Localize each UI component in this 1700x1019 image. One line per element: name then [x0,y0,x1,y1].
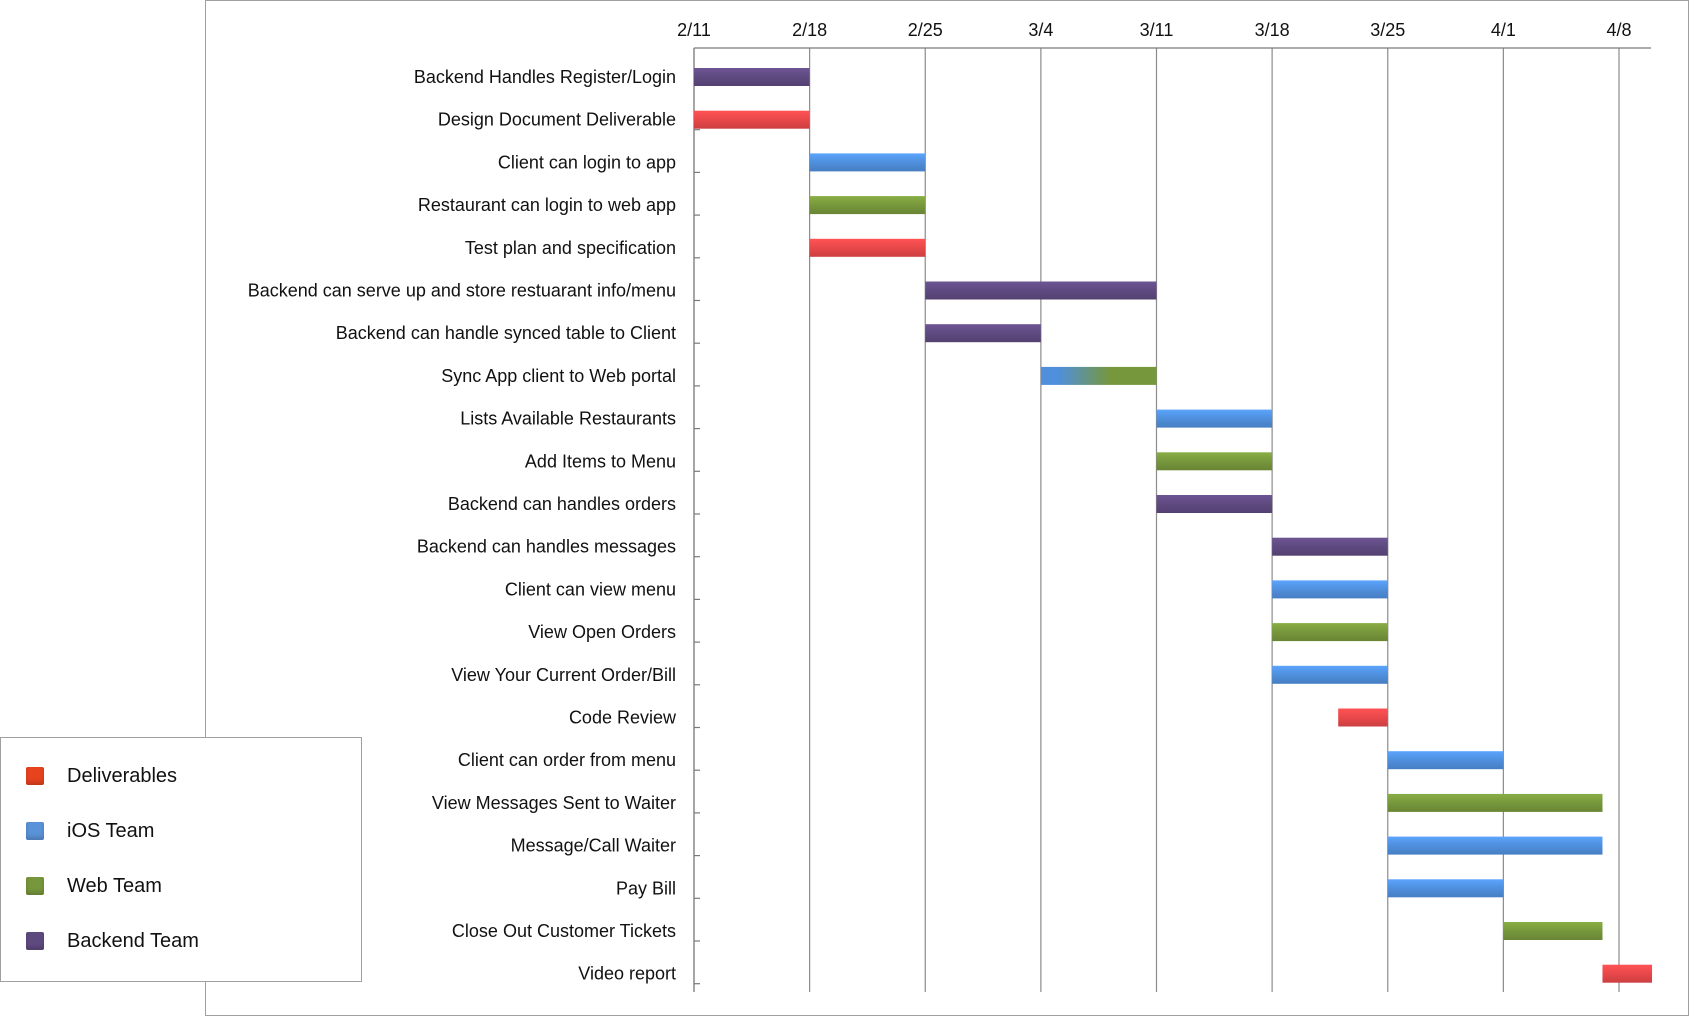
x-tick-label-2-11: 2/11 [677,20,711,40]
task-label-backend-can-handles-messages: Backend can handles messages [417,537,676,557]
legend-item-backend-team: Backend Team [26,926,199,956]
label-layer: Backend Handles Register/Login Design Doc… [248,67,677,984]
gantt-bar-code-review [1338,708,1388,727]
gantt-bar-design-document-deliverable [694,110,810,129]
gantt-bar-sync-app-client-to-web-portal [1040,366,1157,385]
legend-swatch-deliverables [26,767,44,785]
x-tick-label-2-18: 2/18 [792,20,827,40]
task-label-restaurant-can-login-to-web-app: Restaurant can login to web app [418,195,676,215]
legend-item-web-team: Web Team [26,871,162,901]
gantt-bar-restaurant-can-login-to-web-app [809,196,926,215]
task-label-backend-can-handles-orders: Backend can handles orders [448,494,676,514]
x-tick-label-3-11: 3/11 [1140,20,1174,40]
legend-swatch-backend-team [26,932,44,950]
gantt-bar-message-call-waiter [1387,836,1603,855]
axis-layer: 2/11 2/18 2/25 3/4 3/11 3/18 3/25 4/1 4/8 [677,20,1651,992]
gantt-bar-backend-can-serve-up-and-store-restuarant-info-menu [925,281,1157,300]
legend-item-ios-team: iOS Team [26,816,154,846]
legend-label-deliverables: Deliverables [67,764,178,787]
gantt-bar-view-your-current-order-bill [1272,665,1388,684]
task-label-client-can-view-menu: Client can view menu [505,579,676,599]
gantt-bar-lists-available-restaurants [1156,409,1273,428]
legend-label-backend-team: Backend Team [67,929,199,952]
task-label-backend-can-handle-synced-table-to-client: Backend can handle synced table to Clien… [336,323,676,343]
legend-swatch-web-team [26,877,44,895]
gantt-bar-view-messages-sent-to-waiter [1387,793,1603,812]
task-label-design-document-deliverable: Design Document Deliverable [438,110,676,130]
gantt-bar-close-out-customer-tickets [1503,922,1603,940]
gantt-bar-test-plan-and-specification [809,238,926,257]
task-label-code-review: Code Review [569,708,677,728]
task-label-pay-bill: Pay Bill [616,878,676,898]
legend-swatch-ios-team [26,822,44,840]
x-tick-label-4-1: 4/1 [1491,20,1516,40]
bar-layer [694,68,1653,983]
task-label-view-open-orders: View Open Orders [528,622,676,642]
gantt-bar-backend-handles-register-login [694,68,810,86]
gantt-bar-client-can-order-from-menu [1387,751,1504,770]
x-tick-label-3-25: 3/25 [1370,20,1405,40]
gantt-bar-video-report [1602,964,1653,983]
task-label-test-plan-and-specification: Test plan and specification [465,238,676,258]
task-label-backend-handles-register-login: Backend Handles Register/Login [414,67,676,87]
gantt-bar-client-can-login-to-app [809,153,926,172]
task-label-add-items-to-menu: Add Items to Menu [525,451,676,471]
gantt-bar-backend-can-handles-messages [1272,537,1388,556]
task-label-client-can-order-from-menu: Client can order from menu [458,750,676,770]
gantt-bar-pay-bill [1387,879,1504,898]
task-label-message-call-waiter: Message/Call Waiter [511,836,676,856]
gantt-bar-view-open-orders [1272,623,1388,642]
task-label-sync-app-client-to-web-portal: Sync App client to Web portal [441,366,676,386]
gantt-bar-backend-can-handle-synced-table-to-client [925,324,1041,343]
task-label-view-messages-sent-to-waiter: View Messages Sent to Waiter [432,793,676,813]
legend: Deliverables iOS Team Web Team Backend T… [0,737,362,982]
x-tick-label-2-25: 2/25 [908,20,943,40]
task-label-view-your-current-order-bill: View Your Current Order/Bill [451,665,676,685]
x-tick-label-3-4: 3/4 [1028,20,1053,40]
legend-item-deliverables: Deliverables [26,761,177,791]
x-tick-label-4-8: 4/8 [1606,20,1631,40]
x-tick-label-3-18: 3/18 [1255,20,1290,40]
task-label-video-report: Video report [578,964,676,984]
legend-label-web-team: Web Team [67,874,162,897]
task-label-client-can-login-to-app: Client can login to app [498,152,676,172]
task-label-backend-can-serve-up-and-store-restuarant-info-menu: Backend can serve up and store restuaran… [248,281,676,301]
task-label-lists-available-restaurants: Lists Available Restaurants [460,409,676,429]
gantt-bar-client-can-view-menu [1272,580,1388,599]
task-label-close-out-customer-tickets: Close Out Customer Tickets [452,921,676,941]
gantt-bar-backend-can-handles-orders [1156,495,1273,513]
legend-label-ios-team: iOS Team [67,819,155,842]
gantt-bar-add-items-to-menu [1156,452,1273,471]
